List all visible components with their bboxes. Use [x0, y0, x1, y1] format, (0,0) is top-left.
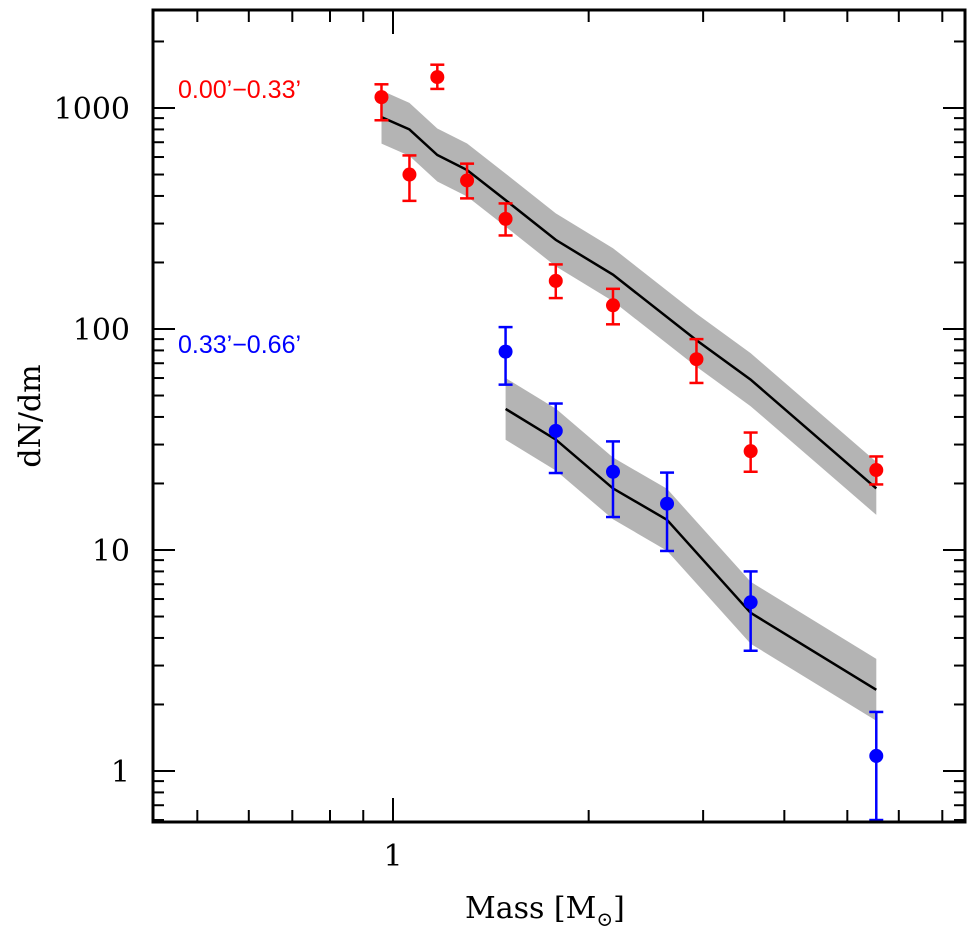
series-label-outer: 0.33’−0.66’ [178, 331, 301, 359]
model-band-0 [381, 90, 877, 515]
data-point-1-2 [605, 464, 620, 479]
y-tick-label: 10 [92, 534, 130, 569]
axis-ticks [153, 10, 965, 822]
x-axis-title-sun-symbol: ⊙ [596, 907, 613, 931]
x-axis-title-close: ] [613, 891, 625, 926]
y-tick-label: 100 [73, 313, 130, 348]
y-axis-title: dN/dm [13, 364, 48, 467]
data-point-0-1 [402, 167, 417, 182]
data-points [374, 70, 884, 763]
data-point-1-1 [548, 423, 563, 438]
data-point-0-2 [430, 70, 445, 85]
data-point-1-0 [498, 344, 513, 359]
data-point-0-4 [498, 211, 513, 226]
x-tick-labels: 1 [383, 839, 402, 874]
plot-frame [151, 8, 967, 824]
y-tick-label: 1000 [54, 92, 130, 127]
model-line-0 [380, 115, 878, 490]
data-point-0-0 [374, 90, 389, 105]
data-point-0-5 [548, 273, 563, 288]
data-point-0-6 [605, 298, 620, 313]
model-uncertainty-bands [381, 90, 877, 721]
data-point-0-9 [869, 463, 884, 478]
data-point-1-3 [660, 496, 675, 511]
model-line-1 [504, 407, 877, 691]
x-axis-title: Mass [M⊙] [465, 891, 625, 931]
data-point-1-4 [743, 595, 758, 610]
model-lines [380, 115, 878, 691]
data-point-0-3 [460, 173, 475, 188]
y-tick-labels: 1 10 100 1000 [54, 92, 130, 790]
x-axis-title-main: Mass [M [465, 891, 596, 926]
y-tick-label: 1 [111, 755, 130, 790]
series-label-inner: 0.00’−0.33’ [178, 76, 301, 104]
x-tick-label: 1 [383, 839, 402, 874]
data-point-1-5 [869, 748, 884, 763]
model-band-1 [505, 378, 877, 721]
data-point-0-8 [743, 444, 758, 459]
data-point-0-7 [689, 352, 704, 367]
